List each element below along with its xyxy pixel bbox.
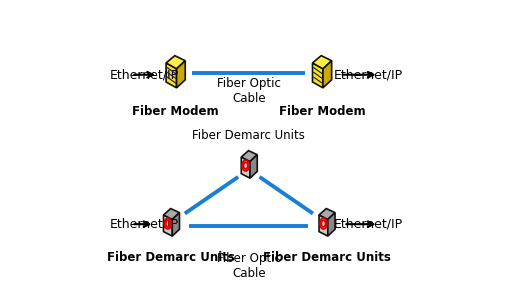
Polygon shape <box>164 215 172 236</box>
Text: Fiber Modem: Fiber Modem <box>132 105 219 118</box>
Text: Ethernet/IP: Ethernet/IP <box>334 68 403 81</box>
Polygon shape <box>241 151 257 162</box>
Polygon shape <box>172 213 180 236</box>
Text: Ethernet/IP: Ethernet/IP <box>110 218 179 231</box>
Polygon shape <box>312 56 331 69</box>
Text: Ethernet/IP: Ethernet/IP <box>334 218 403 231</box>
Text: Fiber Demarc Units: Fiber Demarc Units <box>263 251 390 264</box>
Polygon shape <box>164 209 180 220</box>
Polygon shape <box>328 213 335 236</box>
Polygon shape <box>176 61 185 88</box>
Polygon shape <box>319 209 335 220</box>
Text: Fiber Modem: Fiber Modem <box>279 105 365 118</box>
Polygon shape <box>166 63 176 88</box>
Text: Fiber Demarc Units: Fiber Demarc Units <box>192 129 305 142</box>
Text: Ethernet/IP: Ethernet/IP <box>110 68 179 81</box>
Text: Fiber Optic
Cable: Fiber Optic Cable <box>217 252 281 280</box>
Polygon shape <box>250 155 257 178</box>
Polygon shape <box>319 215 328 236</box>
Polygon shape <box>241 157 250 178</box>
Text: Fiber Optic
Cable: Fiber Optic Cable <box>217 77 281 106</box>
Polygon shape <box>312 63 323 88</box>
Polygon shape <box>166 56 185 69</box>
Text: Fiber Demarc Units: Fiber Demarc Units <box>107 251 235 264</box>
Polygon shape <box>323 61 331 88</box>
